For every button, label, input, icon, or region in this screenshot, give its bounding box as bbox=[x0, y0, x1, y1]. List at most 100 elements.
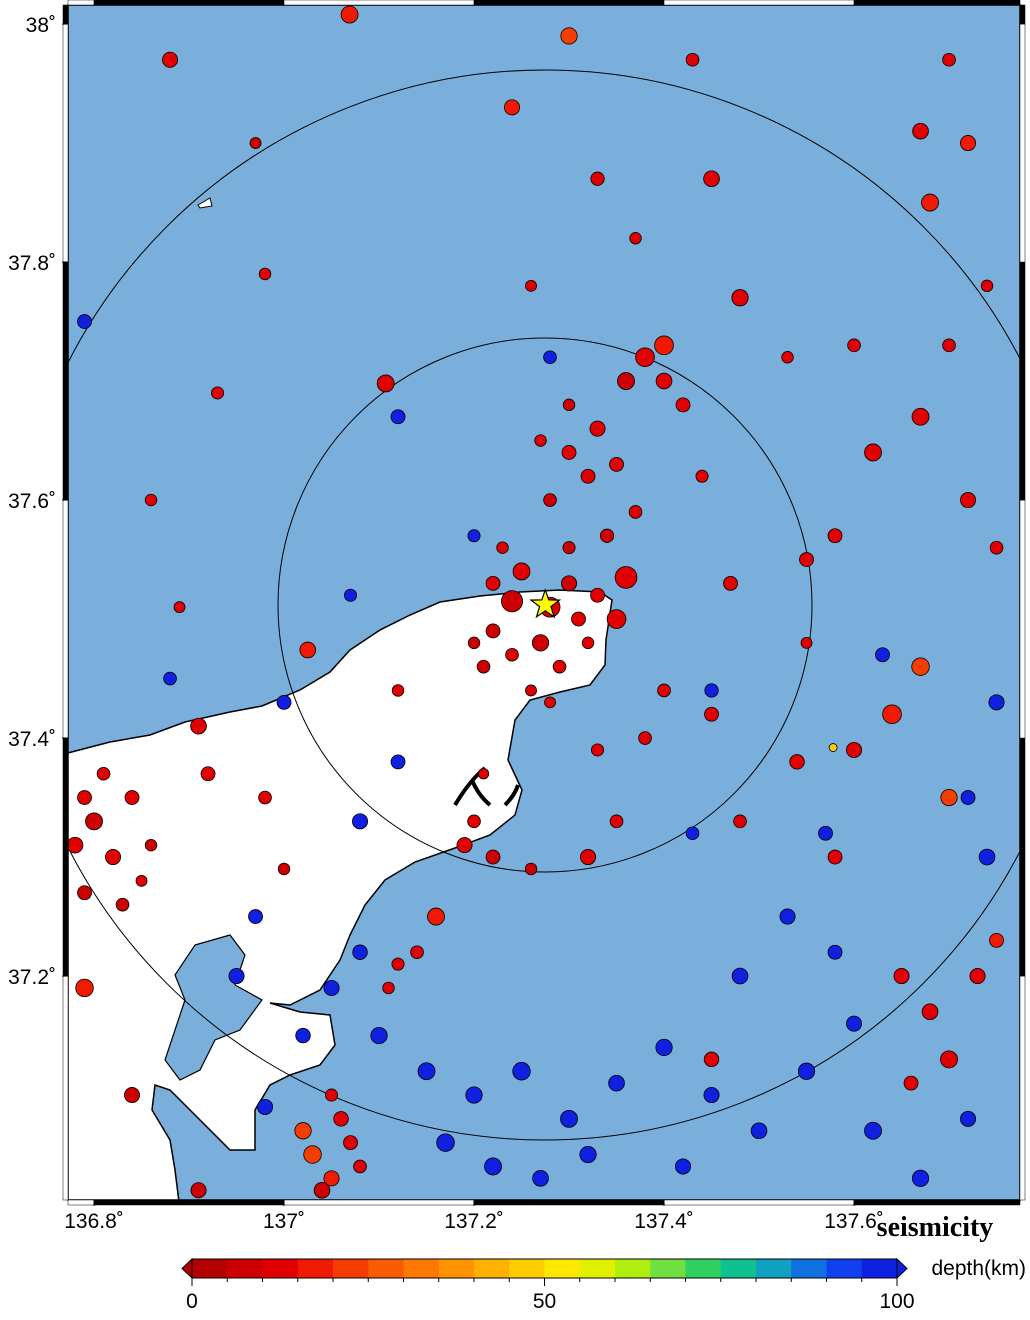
colorbar-swatch bbox=[720, 1259, 757, 1278]
event bbox=[190, 1182, 207, 1199]
frame-bar bbox=[853, 0, 1021, 6]
event bbox=[960, 492, 977, 509]
event bbox=[294, 1122, 312, 1140]
event bbox=[960, 135, 977, 152]
event bbox=[723, 575, 738, 591]
frame-bar bbox=[62, 261, 69, 501]
event bbox=[628, 505, 643, 519]
colorbar-swatch bbox=[509, 1259, 545, 1278]
event bbox=[685, 826, 700, 841]
event bbox=[571, 611, 586, 627]
event bbox=[68, 836, 84, 854]
event bbox=[477, 768, 490, 780]
event bbox=[323, 1170, 340, 1187]
event bbox=[340, 5, 359, 24]
event bbox=[731, 967, 749, 985]
event bbox=[313, 1181, 331, 1199]
frame-bar bbox=[663, 0, 855, 6]
range-ring bbox=[277, 337, 813, 873]
event bbox=[276, 694, 292, 710]
event bbox=[323, 979, 340, 996]
frame-bar bbox=[473, 1199, 665, 1206]
event bbox=[562, 541, 576, 555]
event bbox=[864, 443, 882, 462]
frame-bar bbox=[1019, 23, 1026, 263]
event bbox=[390, 754, 406, 770]
x-tick-label: 136.8˚ bbox=[64, 1210, 124, 1233]
event bbox=[417, 1062, 436, 1081]
event bbox=[295, 1027, 311, 1044]
event bbox=[534, 434, 547, 447]
frame-bar bbox=[663, 1199, 855, 1206]
event bbox=[827, 849, 843, 865]
event bbox=[989, 932, 1004, 948]
event bbox=[249, 137, 262, 149]
event bbox=[590, 587, 605, 603]
event bbox=[846, 1015, 863, 1032]
event bbox=[343, 1135, 358, 1151]
frame-bar bbox=[62, 23, 69, 263]
frame-bar bbox=[1019, 737, 1026, 977]
frame-bar bbox=[853, 1199, 1021, 1206]
events bbox=[68, 5, 1005, 1199]
frame-bar bbox=[473, 0, 665, 6]
colorbar-swatch bbox=[368, 1259, 404, 1278]
event bbox=[827, 528, 843, 544]
event bbox=[525, 684, 537, 697]
event bbox=[456, 837, 473, 854]
event bbox=[654, 335, 674, 356]
event bbox=[561, 575, 578, 592]
event bbox=[703, 1087, 720, 1104]
event bbox=[614, 566, 638, 589]
frame-bars bbox=[62, 0, 1026, 1206]
colorbar-swatch bbox=[756, 1259, 792, 1278]
x-tick-label: 137.2˚ bbox=[444, 1210, 504, 1233]
event bbox=[77, 314, 92, 329]
event bbox=[303, 1145, 322, 1164]
event bbox=[882, 704, 902, 725]
colorbar-swatch bbox=[474, 1259, 510, 1278]
event bbox=[484, 1157, 502, 1176]
event bbox=[512, 562, 531, 581]
event bbox=[560, 27, 578, 45]
event bbox=[629, 232, 642, 245]
frame-bar bbox=[62, 499, 69, 739]
event bbox=[390, 409, 406, 425]
event bbox=[543, 350, 557, 365]
event bbox=[190, 717, 207, 735]
colorbar-swatch bbox=[297, 1259, 334, 1278]
frame-bar bbox=[1019, 261, 1026, 501]
event bbox=[590, 171, 605, 186]
event bbox=[277, 862, 291, 876]
event bbox=[960, 1110, 977, 1127]
event bbox=[532, 1170, 549, 1187]
frame-bar bbox=[62, 975, 69, 1201]
event bbox=[606, 609, 627, 629]
event bbox=[531, 634, 550, 652]
event bbox=[704, 683, 719, 698]
event bbox=[779, 908, 796, 925]
event bbox=[427, 907, 445, 926]
event bbox=[376, 374, 395, 393]
y-tick-label: 37.2˚ bbox=[8, 966, 56, 989]
colorbar-tick-label: 0 bbox=[186, 1290, 198, 1313]
event bbox=[581, 636, 595, 650]
event bbox=[552, 659, 567, 674]
event bbox=[704, 706, 719, 722]
event bbox=[911, 657, 930, 676]
event bbox=[960, 790, 976, 805]
mainshock bbox=[529, 587, 562, 619]
colorbar-swatch bbox=[615, 1259, 651, 1278]
colorbar-swatch bbox=[227, 1259, 263, 1278]
island bbox=[197, 197, 213, 209]
event bbox=[370, 1026, 388, 1045]
colorbar-swatch bbox=[192, 1259, 228, 1278]
event bbox=[544, 696, 556, 709]
event bbox=[903, 1075, 919, 1091]
event bbox=[163, 671, 177, 686]
event bbox=[978, 848, 996, 866]
frame-bar bbox=[283, 1199, 475, 1206]
event bbox=[485, 849, 501, 865]
event bbox=[105, 849, 122, 866]
event bbox=[617, 372, 635, 390]
